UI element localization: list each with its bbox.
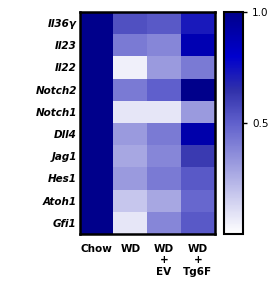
Bar xyxy=(80,101,113,123)
Bar xyxy=(181,167,215,190)
Bar xyxy=(147,101,181,123)
Bar xyxy=(181,34,215,56)
Bar xyxy=(181,12,215,34)
Bar xyxy=(80,34,113,56)
Bar xyxy=(80,123,113,145)
Bar xyxy=(181,145,215,167)
Bar xyxy=(80,212,113,234)
Bar xyxy=(181,101,215,123)
Bar xyxy=(80,145,113,167)
Bar xyxy=(113,145,147,167)
Bar xyxy=(80,190,113,212)
Bar xyxy=(147,167,181,190)
Bar xyxy=(113,56,147,79)
Bar xyxy=(80,167,113,190)
Bar xyxy=(113,34,147,56)
Bar xyxy=(80,79,113,101)
Bar xyxy=(80,56,113,79)
Bar xyxy=(147,79,181,101)
Bar xyxy=(147,123,181,145)
Bar xyxy=(113,79,147,101)
Bar xyxy=(147,190,181,212)
Bar xyxy=(147,12,181,34)
Bar xyxy=(181,212,215,234)
Bar xyxy=(181,56,215,79)
Bar xyxy=(113,123,147,145)
Bar xyxy=(147,145,181,167)
Bar xyxy=(147,212,181,234)
Bar xyxy=(113,12,147,34)
Bar xyxy=(147,34,181,56)
Bar xyxy=(147,56,181,79)
Bar xyxy=(181,123,215,145)
Bar xyxy=(181,79,215,101)
Bar xyxy=(113,212,147,234)
Bar xyxy=(113,167,147,190)
Bar xyxy=(113,101,147,123)
Bar xyxy=(113,190,147,212)
Bar xyxy=(181,190,215,212)
Bar xyxy=(80,12,113,34)
